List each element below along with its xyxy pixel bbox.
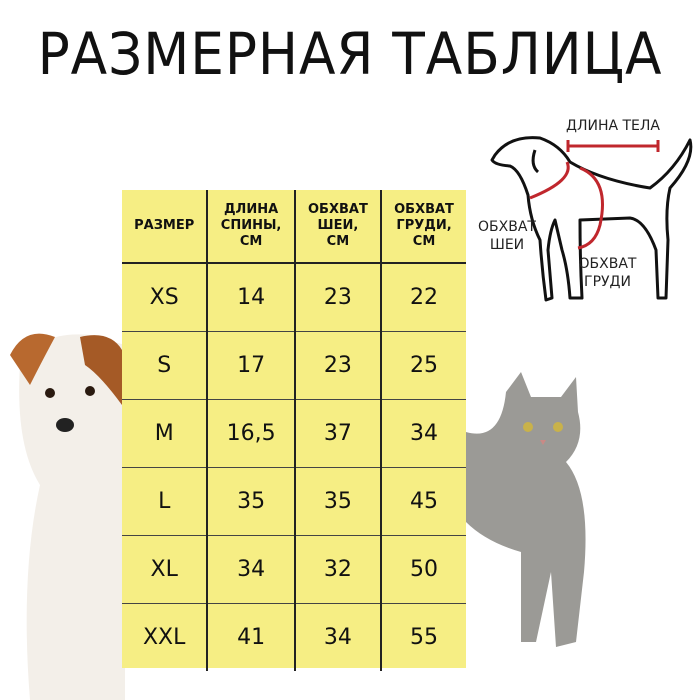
table-row: S 17 23 25 [122,331,466,400]
dog-outline-icon [490,136,693,302]
page-title: РАЗМЕРНАЯ ТАБЛИЦА [37,20,663,88]
neck-cell: 35 [293,467,382,536]
chest-girth-label: ОБХВАТ ГРУДИ [578,256,637,290]
back-length-cell: 41 [206,603,295,671]
back-length-cell: 16,5 [206,399,295,468]
size-cell: L [122,467,208,536]
neck-cell: 34 [293,603,382,671]
back-length-cell: 34 [206,535,295,604]
chest-cell: 45 [380,467,466,536]
neck-cell: 23 [293,331,382,400]
table-row: M 16,5 37 34 [122,399,466,468]
size-table: РАЗМЕР ДЛИНА СПИНЫ, СМ ОБХВАТ ШЕИ, СМ ОБХВАТ… [122,190,466,671]
size-cell: XS [122,263,208,332]
neck-girth-label: ОБХВАТ ШЕИ [478,219,536,253]
table-row: XXL 41 34 55 [122,603,466,671]
dog-photo [10,333,125,700]
table-row: XS 14 23 22 [122,263,466,332]
header-neck-girth: ОБХВАТ ШЕИ, СМ [293,190,382,264]
chest-cell: 25 [380,331,466,400]
size-cell: XL [122,535,208,604]
cat-photo [466,372,586,647]
back-length-cell: 17 [206,331,295,400]
header-chest-girth: ОБХВАТ ГРУДИ, СМ [380,190,466,264]
chest-cell: 50 [380,535,466,604]
size-cell: S [122,331,208,400]
table-row: L 35 35 45 [122,467,466,536]
header-back-length: ДЛИНА СПИНЫ, СМ [206,190,295,264]
chest-cell: 34 [380,399,466,468]
size-cell: XXL [142,625,186,650]
back-length-cell: 14 [206,263,295,332]
size-cell: M [122,399,208,468]
chest-cell: 55 [380,603,466,671]
dog-measurement-diagram: ДЛИНА ТЕЛА ОБХВАТ ШЕИ ОБХВАТ ГРУДИ [470,100,700,310]
neck-cell: 37 [293,399,382,468]
neck-cell: 32 [293,535,382,604]
table-row: XL 34 32 50 [122,535,466,604]
chest-cell: 22 [380,263,466,332]
neck-cell: 23 [293,263,382,332]
back-length-cell: 35 [206,467,295,536]
body-length-label: ДЛИНА ТЕЛА [566,118,660,134]
header-size: РАЗМЕР [122,190,208,264]
